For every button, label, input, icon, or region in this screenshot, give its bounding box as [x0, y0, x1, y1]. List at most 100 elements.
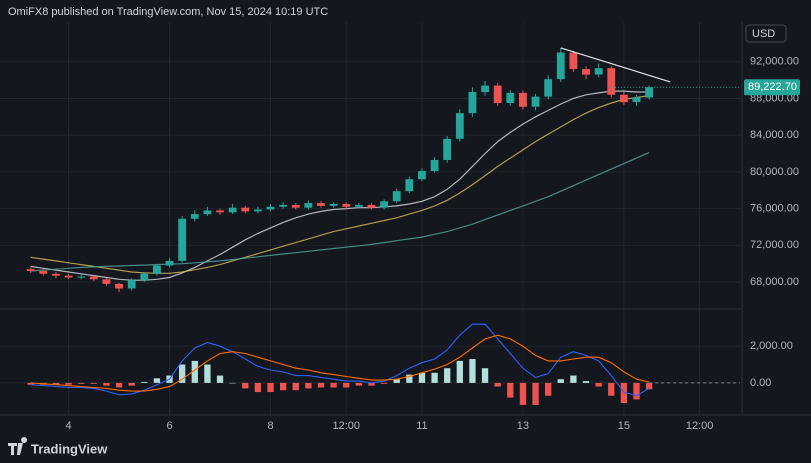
macd-histogram-bar — [90, 382, 97, 384]
candle-body — [367, 204, 376, 208]
macd-histogram-bar — [406, 374, 413, 383]
macd-histogram-bar — [393, 379, 400, 383]
moving-average — [30, 95, 650, 274]
macd-histogram-bar — [65, 382, 72, 385]
macd-histogram-bar — [507, 382, 514, 398]
candle-body — [241, 207, 250, 212]
macd-histogram-bar — [141, 381, 148, 383]
y-tick-label: 76,000.00 — [750, 203, 799, 215]
candle-body — [115, 283, 123, 289]
x-tick-label: 15 — [618, 420, 630, 432]
macd-histogram-bar — [633, 382, 640, 400]
macd-histogram-bar — [444, 368, 451, 383]
last-price-label: 89,222.70 — [748, 81, 797, 93]
y-tick-label: 2,000.00 — [750, 340, 793, 352]
candle-body — [64, 275, 73, 278]
macd-histogram-bar — [545, 382, 552, 396]
macd-histogram-bar — [317, 382, 325, 388]
macd-histogram-bar — [519, 382, 527, 405]
macd-histogram-bar — [557, 379, 564, 383]
y-tick-label: 68,000.00 — [750, 276, 799, 288]
candle-body — [506, 92, 515, 104]
macd-histogram-bar — [242, 382, 249, 389]
macd-histogram-bar — [128, 382, 135, 386]
candle-body — [203, 210, 212, 215]
candle-body — [26, 269, 35, 272]
moving-average — [30, 90, 650, 281]
candle-body — [317, 203, 325, 206]
macd-histogram-bar — [355, 382, 363, 386]
macd-histogram-bar — [570, 375, 577, 383]
macd-histogram-bar — [343, 382, 350, 388]
candle-body — [392, 191, 401, 202]
x-tick-label: 13 — [517, 420, 529, 432]
candle-body — [304, 203, 313, 208]
macd-histogram-bar — [330, 382, 337, 388]
macd-macd-line — [30, 323, 650, 397]
currency-box — [745, 24, 787, 43]
candle-body — [569, 52, 578, 70]
trendline — [560, 47, 671, 83]
x-tick-label: 12:00 — [332, 420, 360, 432]
candle-body — [279, 204, 288, 207]
candle-body — [544, 79, 553, 97]
candle-body — [77, 276, 86, 278]
currency: USD — [752, 28, 775, 40]
candle-body — [455, 113, 464, 139]
candle-body — [216, 210, 224, 213]
candle-body — [291, 204, 300, 208]
x-tick-label: 11 — [416, 420, 427, 432]
candle-body — [39, 271, 48, 274]
y-tick-label: 72,000.00 — [750, 239, 799, 251]
x-tick-label: 12:00 — [686, 420, 714, 432]
candle-body — [190, 214, 199, 219]
candle-body — [582, 69, 590, 75]
candle-body — [354, 204, 363, 207]
macd-histogram-bar — [620, 382, 628, 404]
macd-histogram-bar — [481, 368, 489, 383]
macd-histogram-bar — [532, 382, 539, 405]
moving-average — [30, 152, 650, 272]
macd-histogram-bar — [608, 382, 615, 396]
candle-body — [102, 279, 111, 284]
macd-histogram-bar — [456, 360, 463, 383]
candle-body — [468, 92, 477, 114]
macd-histogram-bar — [279, 382, 287, 391]
candle-body — [556, 52, 565, 80]
macd-histogram-bar — [582, 381, 590, 383]
candle-body — [380, 201, 389, 208]
y-tick-label: 0.00 — [750, 377, 771, 389]
candle-body — [519, 92, 527, 107]
chart-title: OmiFX8 published on TradingView.com, Nov… — [8, 6, 328, 18]
macd-histogram-bar — [254, 382, 262, 393]
x-tick-label: 8 — [267, 420, 273, 432]
y-tick-label: 84,000.00 — [750, 129, 799, 141]
candle-body — [52, 273, 60, 276]
candle-body — [266, 206, 275, 210]
candle-body — [140, 273, 149, 281]
candle-body — [418, 170, 426, 180]
candle-body — [430, 159, 439, 171]
y-tick-label: 80,000.00 — [750, 166, 799, 178]
macd-histogram-bar — [380, 382, 388, 384]
candle-body — [481, 85, 489, 93]
candle-body — [607, 68, 616, 95]
macd-histogram-bar — [115, 382, 123, 388]
x-tick-label: 4 — [66, 420, 72, 432]
macd-signal-line — [30, 334, 650, 392]
candle-body — [645, 87, 654, 98]
candle-body — [89, 276, 98, 280]
macd-histogram-bar — [645, 382, 653, 390]
candle-body — [153, 265, 161, 274]
candle-body — [594, 68, 603, 75]
macd-histogram-bar — [179, 364, 186, 383]
candle-body — [342, 204, 351, 207]
macd-histogram-bar — [103, 382, 110, 386]
candle-body — [619, 94, 628, 103]
macd-histogram-bar — [52, 382, 60, 385]
macd-histogram-bar — [494, 382, 501, 387]
candle-body — [493, 85, 502, 104]
candle-body — [178, 218, 187, 261]
macd-histogram-bar — [469, 359, 476, 383]
candle-body — [443, 138, 452, 160]
